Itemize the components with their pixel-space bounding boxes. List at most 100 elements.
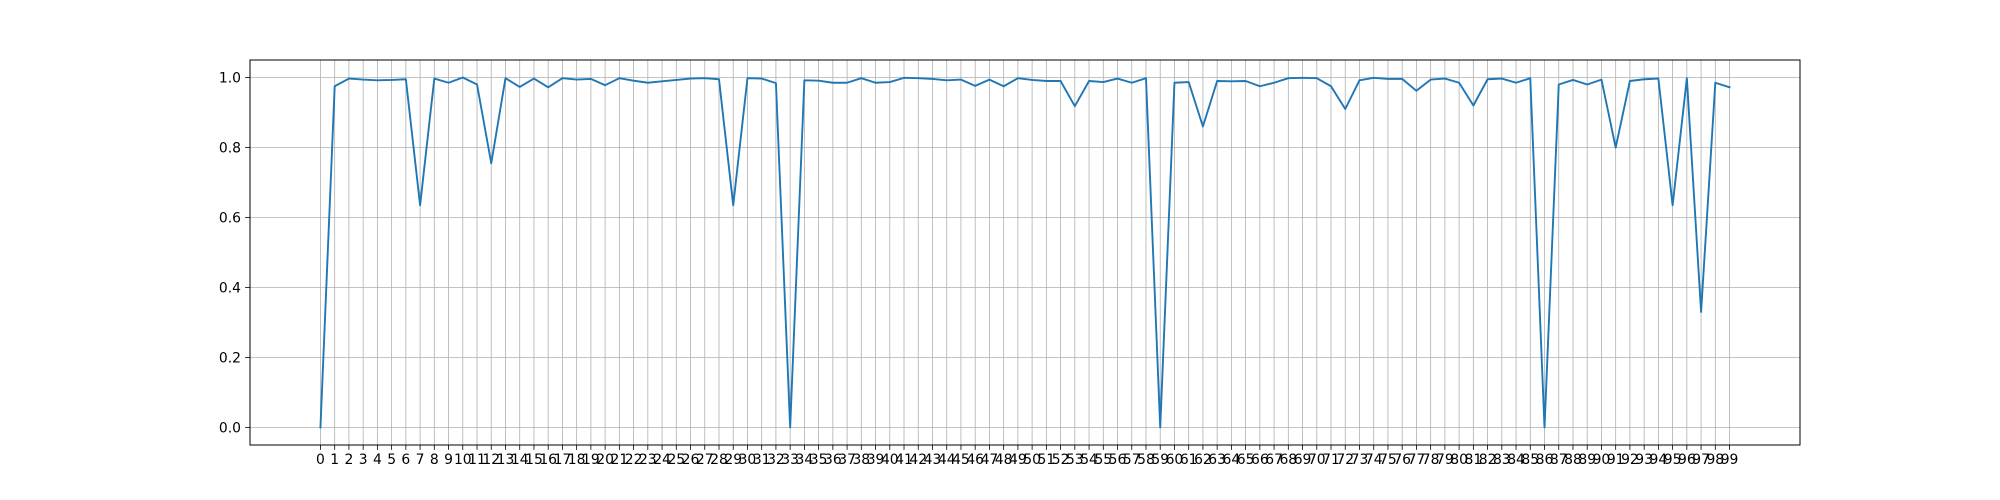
x-tick-label: 55 (1094, 452, 1112, 468)
x-tick-label: 99 (1721, 452, 1739, 468)
x-tick-label: 68 (1279, 452, 1297, 468)
y-tick-label: 1.0 (219, 71, 241, 87)
plot-frame (249, 59, 1801, 446)
x-tick-label: 17 (554, 452, 572, 468)
x-tick-label: 91 (1607, 452, 1625, 468)
x-tick-label: 30 (739, 452, 757, 468)
x-tick-label: 15 (525, 452, 543, 468)
x-tick-label: 81 (1465, 452, 1483, 468)
x-tick-label: 72 (1336, 452, 1354, 468)
x-tick-label: 85 (1521, 452, 1539, 468)
x-tick-label: 40 (881, 452, 899, 468)
x-tick-label: 24 (653, 452, 671, 468)
x-tick-label: 37 (838, 452, 856, 468)
x-tick-label: 45 (952, 452, 970, 468)
x-tick-label: 3 (359, 452, 368, 468)
x-tick-label: 77 (1408, 452, 1426, 468)
x-tick-label: 78 (1422, 452, 1440, 468)
x-tick-label: 1 (330, 452, 339, 468)
x-tick-label: 61 (1180, 452, 1198, 468)
x-tick-label: 22 (625, 452, 643, 468)
y-tick-label: 0.2 (219, 351, 241, 367)
x-tick-label: 67 (1265, 452, 1283, 468)
x-tick-label: 80 (1450, 452, 1468, 468)
x-tick-label: 12 (482, 452, 500, 468)
x-tick-label: 62 (1194, 452, 1212, 468)
x-tick-label: 43 (924, 452, 942, 468)
x-tick-label: 39 (867, 452, 885, 468)
x-tick-label: 29 (724, 452, 742, 468)
x-tick-label: 9 (444, 452, 453, 468)
x-axis-ticks: 0 1 2 3 4 5 6 7 8 9 101112131415161718192021222324… (316, 445, 1738, 468)
x-tick-label: 18 (568, 452, 586, 468)
x-tick-label: 21 (611, 452, 629, 468)
x-tick-label: 11 (468, 452, 486, 468)
series-line (319, 76, 1731, 429)
x-tick-label: 35 (810, 452, 828, 468)
x-tick-label: 27 (696, 452, 714, 468)
x-tick-label: 48 (995, 452, 1013, 468)
x-tick-label: 26 (682, 452, 700, 468)
x-tick-label: 34 (796, 452, 814, 468)
x-tick-label: 87 (1550, 452, 1568, 468)
x-tick-label: 83 (1493, 452, 1511, 468)
x-tick-label: 95 (1664, 452, 1682, 468)
x-tick-label: 32 (767, 452, 785, 468)
x-tick-label: 6 (401, 452, 410, 468)
x-tick-label: 51 (1038, 452, 1056, 468)
x-tick-label: 5 (387, 452, 396, 468)
y-axis-ticks: 0.0 0.2 0.4 0.6 0.8 1.0 (219, 71, 250, 437)
y-tick-label: 0.6 (219, 211, 241, 227)
x-tick-label: 86 (1536, 452, 1554, 468)
y-tick-label: 0.4 (219, 281, 241, 297)
x-tick-label: 92 (1621, 452, 1639, 468)
x-tick-label: 63 (1208, 452, 1226, 468)
x-tick-label: 41 (895, 452, 913, 468)
x-tick-label: 54 (1080, 452, 1098, 468)
x-tick-label: 25 (667, 452, 685, 468)
x-tick-label: 16 (539, 452, 557, 468)
x-tick-label: 42 (909, 452, 927, 468)
x-tick-label: 23 (639, 452, 657, 468)
x-tick-label: 66 (1251, 452, 1269, 468)
x-tick-label: 90 (1593, 452, 1611, 468)
x-tick-label: 36 (824, 452, 842, 468)
x-tick-label: 74 (1365, 452, 1383, 468)
x-tick-label: 7 (416, 452, 425, 468)
x-tick-label: 73 (1351, 452, 1369, 468)
x-tick-label: 13 (497, 452, 515, 468)
x-tick-label: 69 (1294, 452, 1312, 468)
x-tick-label: 19 (582, 452, 600, 468)
x-tick-label: 76 (1393, 452, 1411, 468)
x-tick-label: 97 (1692, 452, 1710, 468)
y-gridlines (250, 77, 1800, 428)
x-tick-label: 31 (753, 452, 771, 468)
x-tick-label: 50 (1023, 452, 1041, 468)
x-tick-label: 8 (430, 452, 439, 468)
x-gridlines (320, 60, 1730, 445)
x-tick-label: 52 (1052, 452, 1070, 468)
x-tick-label: 84 (1507, 452, 1525, 468)
x-tick-label: 46 (966, 452, 984, 468)
x-tick-label: 49 (1009, 452, 1027, 468)
x-tick-label: 53 (1066, 452, 1084, 468)
x-tick-label: 89 (1578, 452, 1596, 468)
series-layer (319, 76, 1731, 429)
x-tick-label: 88 (1564, 452, 1582, 468)
x-tick-label: 2 (344, 452, 353, 468)
x-tick-label: 33 (781, 452, 799, 468)
x-tick-label: 44 (938, 452, 956, 468)
x-tick-label: 96 (1678, 452, 1696, 468)
x-tick-label: 93 (1635, 452, 1653, 468)
x-tick-label: 56 (1109, 452, 1127, 468)
x-tick-label: 70 (1308, 452, 1326, 468)
x-tick-label: 4 (373, 452, 382, 468)
y-tick-label: 0.8 (219, 141, 241, 157)
x-tick-label: 10 (454, 452, 472, 468)
x-tick-label: 98 (1706, 452, 1724, 468)
x-tick-label: 57 (1123, 452, 1141, 468)
x-tick-label: 28 (710, 452, 728, 468)
x-tick-label: 79 (1436, 452, 1454, 468)
